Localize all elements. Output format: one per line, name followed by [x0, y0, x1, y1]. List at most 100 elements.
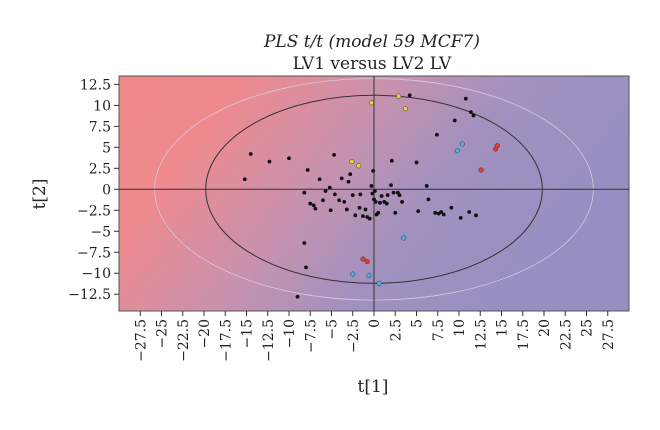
data-point [402, 106, 409, 112]
data-point [333, 192, 337, 197]
data-point [441, 212, 446, 217]
data-point [391, 190, 396, 195]
data-point [376, 210, 381, 215]
x-tick-label: −5 [325, 319, 341, 340]
x-tick-label: 0 [367, 319, 383, 328]
data-point [305, 168, 310, 172]
data-point [337, 198, 342, 203]
x-tick-label: −20 [197, 319, 213, 349]
data-point [248, 152, 253, 156]
data-point [397, 193, 402, 198]
x-tick-label: 25 [580, 319, 596, 337]
data-point [311, 203, 316, 208]
x-tick-label: 27.5 [601, 319, 617, 350]
y-tick-label: −12.5 [68, 287, 111, 303]
data-point [478, 167, 484, 173]
data-point [295, 294, 300, 299]
data-point [287, 156, 291, 161]
y-tick-label: −7.5 [77, 245, 111, 261]
data-point [471, 113, 476, 118]
data-point [308, 201, 313, 206]
data-point [379, 194, 384, 198]
data-point [458, 215, 463, 220]
data-point [449, 205, 454, 210]
data-point [414, 160, 419, 165]
data-point [373, 199, 378, 204]
x-tick-label: 22.5 [558, 319, 574, 350]
data-point [385, 193, 390, 198]
data-point [350, 271, 356, 277]
data-point [426, 197, 431, 202]
data-point [389, 183, 393, 188]
data-point [317, 177, 322, 182]
data-point [356, 163, 362, 169]
y-tick-label: −5 [90, 224, 111, 240]
data-point [350, 193, 355, 198]
data-point [439, 210, 444, 214]
y-tick-label: 12.5 [80, 77, 111, 93]
data-point [400, 199, 404, 204]
data-point [452, 118, 457, 123]
x-tick-label: 10 [452, 319, 468, 337]
x-tick-label: 17.5 [516, 319, 532, 350]
data-point [323, 189, 328, 193]
data-point [363, 207, 368, 212]
data-point [313, 206, 318, 211]
data-points [242, 93, 500, 299]
data-point [242, 177, 247, 182]
x-tick-label: 2.5 [388, 319, 404, 341]
data-point [364, 258, 370, 265]
x-axis: −27.5 −25 −22.5 −20 −17.5 −15 −12.5 −10 −7.5 −5 −2… [133, 311, 617, 362]
data-point [474, 213, 478, 218]
data-point [302, 241, 307, 245]
data-point [321, 198, 325, 203]
data-point [302, 190, 307, 195]
data-point [339, 176, 344, 181]
data-point [396, 93, 402, 99]
data-point [378, 200, 382, 205]
data-point [369, 184, 374, 188]
y-axis-label: t[2] [30, 179, 50, 210]
x-tick-label: −22.5 [176, 319, 192, 362]
data-point [358, 192, 363, 197]
data-point [327, 185, 332, 190]
data-point [267, 159, 272, 164]
data-point [357, 205, 362, 210]
chart-title: PLS t/t (model 59 MCF7) [263, 32, 480, 52]
data-point [366, 273, 372, 279]
data-point [348, 172, 353, 177]
data-point [459, 141, 465, 147]
data-point [370, 191, 375, 196]
data-point [469, 110, 473, 114]
data-point [384, 201, 389, 206]
data-point [435, 132, 439, 137]
x-tick-label: −10 [282, 319, 298, 349]
data-point [407, 93, 412, 98]
x-tick-label: 15 [495, 319, 511, 337]
data-point [433, 210, 438, 215]
y-tick-label: −10 [81, 266, 111, 282]
x-tick-label: −25 [155, 319, 171, 349]
data-point [349, 159, 355, 165]
y-tick-label: 2.5 [89, 161, 111, 177]
data-point [346, 179, 351, 184]
y-tick-label: 7.5 [89, 119, 111, 135]
x-tick-label: 7.5 [431, 319, 447, 341]
data-point [401, 235, 407, 241]
data-point [342, 199, 347, 204]
x-tick-label: 5 [410, 319, 426, 328]
y-tick-label: −2.5 [77, 203, 111, 219]
y-tick-label: 5 [102, 140, 111, 156]
data-point [304, 265, 308, 270]
y-axis: 12.5 10 7.5 5 2.5 0 −2.5 −5 −7.5 −10 −12.5 [68, 77, 119, 303]
y-tick-label: 10 [93, 98, 111, 114]
data-point [360, 256, 366, 262]
data-point [463, 96, 468, 101]
x-tick-label: −27.5 [133, 319, 149, 362]
x-tick-label: 12.5 [473, 319, 489, 350]
data-point [344, 207, 349, 212]
data-point [494, 143, 500, 149]
data-point [361, 214, 365, 219]
data-point [371, 168, 376, 173]
